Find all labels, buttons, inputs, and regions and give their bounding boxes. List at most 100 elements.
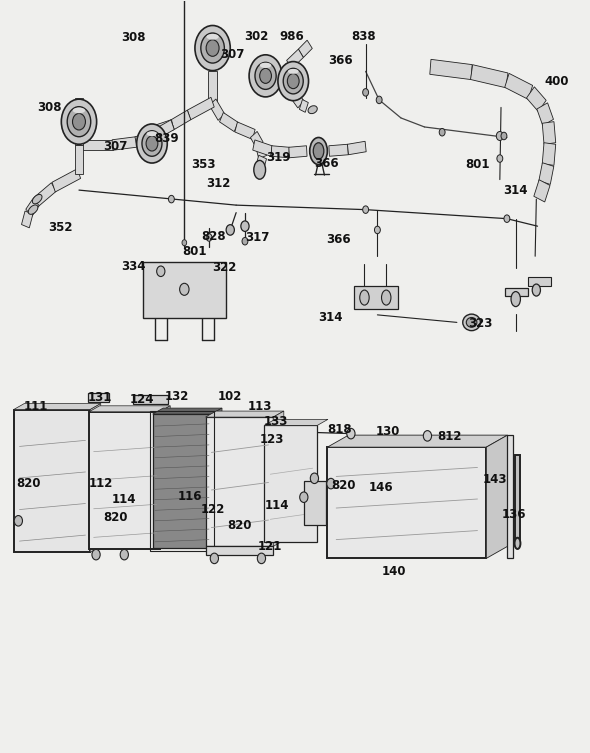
- Text: 146: 146: [369, 481, 394, 494]
- Text: 334: 334: [121, 260, 145, 273]
- Text: 302: 302: [244, 29, 269, 42]
- Circle shape: [504, 215, 510, 222]
- Polygon shape: [219, 112, 238, 132]
- Polygon shape: [188, 97, 214, 120]
- Polygon shape: [171, 110, 191, 130]
- Text: 308: 308: [121, 31, 145, 44]
- Text: 801: 801: [466, 158, 490, 171]
- Polygon shape: [208, 71, 217, 102]
- Circle shape: [242, 237, 248, 245]
- Circle shape: [195, 26, 230, 71]
- Circle shape: [201, 33, 224, 63]
- Polygon shape: [299, 99, 309, 112]
- Polygon shape: [89, 412, 160, 549]
- Circle shape: [206, 233, 212, 241]
- Polygon shape: [89, 406, 170, 412]
- Text: 143: 143: [483, 473, 507, 486]
- Text: 123: 123: [259, 433, 284, 446]
- Text: 366: 366: [314, 157, 339, 169]
- Text: 111: 111: [24, 400, 48, 413]
- Circle shape: [157, 266, 165, 276]
- Text: 102: 102: [218, 389, 242, 403]
- Text: 820: 820: [227, 519, 252, 532]
- Ellipse shape: [260, 62, 271, 68]
- Text: 319: 319: [266, 151, 291, 163]
- Text: 124: 124: [130, 392, 154, 406]
- Text: 113: 113: [247, 400, 272, 413]
- Polygon shape: [287, 49, 303, 69]
- Text: 314: 314: [318, 312, 343, 325]
- Text: 366: 366: [328, 54, 353, 67]
- Circle shape: [439, 129, 445, 136]
- Polygon shape: [430, 59, 472, 80]
- Circle shape: [67, 107, 91, 137]
- Text: 114: 114: [265, 499, 290, 512]
- Polygon shape: [205, 417, 273, 547]
- Polygon shape: [211, 408, 222, 548]
- Text: 114: 114: [112, 492, 136, 505]
- Circle shape: [61, 99, 97, 145]
- Circle shape: [255, 62, 276, 90]
- Circle shape: [14, 516, 22, 526]
- Polygon shape: [26, 199, 39, 216]
- Polygon shape: [112, 137, 136, 151]
- Polygon shape: [271, 146, 289, 158]
- Polygon shape: [534, 180, 550, 202]
- Text: 818: 818: [327, 422, 352, 436]
- Polygon shape: [264, 425, 317, 542]
- Polygon shape: [354, 286, 398, 309]
- Polygon shape: [250, 132, 263, 148]
- Polygon shape: [504, 73, 533, 99]
- Ellipse shape: [463, 314, 480, 331]
- Circle shape: [260, 69, 271, 84]
- Text: 131: 131: [87, 391, 112, 404]
- Polygon shape: [539, 163, 554, 184]
- Text: 812: 812: [437, 430, 461, 443]
- Polygon shape: [34, 183, 56, 206]
- Polygon shape: [205, 411, 284, 417]
- Ellipse shape: [146, 131, 158, 136]
- Polygon shape: [470, 65, 508, 88]
- Bar: [88, 393, 109, 402]
- Circle shape: [300, 492, 308, 502]
- Circle shape: [226, 224, 234, 235]
- Text: 317: 317: [245, 231, 270, 244]
- Text: 828: 828: [201, 230, 226, 243]
- Text: 307: 307: [103, 140, 127, 153]
- Circle shape: [375, 226, 381, 233]
- Circle shape: [179, 283, 189, 295]
- Bar: [150, 411, 214, 551]
- Polygon shape: [504, 288, 527, 296]
- Polygon shape: [75, 99, 83, 145]
- Ellipse shape: [254, 160, 266, 179]
- Polygon shape: [14, 404, 101, 410]
- Circle shape: [501, 133, 507, 140]
- Polygon shape: [135, 131, 153, 147]
- Polygon shape: [542, 122, 556, 145]
- Text: 130: 130: [376, 425, 400, 437]
- Bar: [507, 435, 513, 559]
- Text: 838: 838: [351, 30, 376, 43]
- Circle shape: [249, 55, 282, 97]
- Bar: [304, 480, 326, 525]
- Text: 314: 314: [503, 184, 528, 197]
- Ellipse shape: [32, 194, 42, 204]
- Ellipse shape: [466, 318, 477, 328]
- Circle shape: [363, 206, 369, 213]
- Polygon shape: [153, 414, 211, 548]
- Polygon shape: [526, 87, 546, 111]
- Circle shape: [169, 195, 174, 203]
- Circle shape: [283, 69, 303, 94]
- Circle shape: [142, 131, 162, 157]
- Polygon shape: [291, 91, 304, 108]
- Polygon shape: [235, 122, 255, 139]
- Circle shape: [497, 155, 503, 163]
- Polygon shape: [537, 103, 553, 126]
- Polygon shape: [329, 145, 348, 157]
- Ellipse shape: [73, 108, 85, 113]
- Text: 312: 312: [206, 177, 231, 190]
- Circle shape: [120, 550, 129, 560]
- Text: 133: 133: [264, 415, 289, 428]
- Text: 116: 116: [178, 490, 202, 503]
- Polygon shape: [273, 411, 284, 547]
